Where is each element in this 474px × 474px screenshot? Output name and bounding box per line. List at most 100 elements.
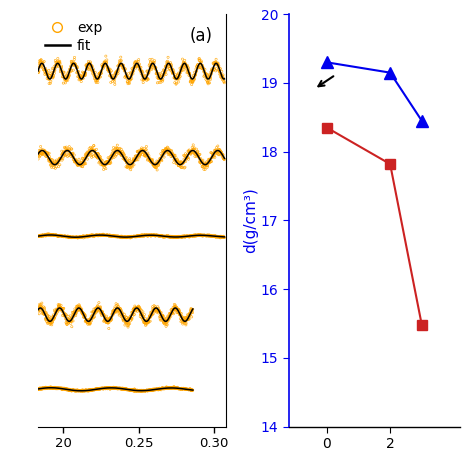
Point <box>185 148 192 155</box>
Point <box>184 153 192 161</box>
Point <box>123 234 131 242</box>
Point <box>138 232 146 239</box>
Point <box>191 150 199 157</box>
Point <box>103 58 110 65</box>
Point <box>101 158 109 165</box>
Point <box>142 151 149 158</box>
Point <box>159 384 166 392</box>
Point <box>93 306 100 313</box>
Point <box>38 148 46 156</box>
Point <box>55 300 63 308</box>
Point <box>163 149 170 156</box>
Point <box>89 386 97 393</box>
Point <box>150 307 158 314</box>
Point <box>182 386 189 393</box>
Point <box>46 316 54 323</box>
Point <box>62 313 70 321</box>
Point <box>125 157 133 165</box>
Point <box>128 310 135 318</box>
Point <box>141 316 149 323</box>
Point <box>141 152 149 160</box>
Point <box>57 64 64 72</box>
Point <box>73 310 80 317</box>
Point <box>110 310 118 318</box>
Point <box>100 161 108 169</box>
Point <box>66 386 74 393</box>
Point <box>82 319 89 327</box>
Point <box>174 310 182 318</box>
Point <box>114 384 122 392</box>
Point <box>148 312 155 320</box>
Point <box>97 69 104 77</box>
Point <box>40 231 47 239</box>
Point <box>148 62 156 69</box>
Point <box>181 232 189 240</box>
Point <box>124 161 131 168</box>
Point <box>208 151 216 158</box>
Point <box>80 387 87 394</box>
Point <box>110 309 118 316</box>
Point <box>109 309 116 316</box>
Point <box>172 303 179 311</box>
Point <box>186 385 194 393</box>
Point <box>200 63 207 70</box>
Point <box>95 384 103 392</box>
Point <box>162 69 169 76</box>
Point <box>65 145 73 153</box>
Point <box>73 387 81 394</box>
Point <box>111 385 118 392</box>
Point <box>53 384 61 392</box>
Point <box>56 157 64 164</box>
Point <box>88 320 95 328</box>
Point <box>77 163 84 171</box>
Point <box>104 157 111 165</box>
Point <box>135 387 143 394</box>
Point <box>174 384 182 392</box>
Point <box>153 162 160 169</box>
Point <box>52 231 60 238</box>
Point <box>73 233 80 241</box>
Point <box>60 232 67 240</box>
Point <box>155 386 163 393</box>
Point <box>133 233 140 240</box>
Point <box>48 384 56 392</box>
Point <box>151 386 158 393</box>
Point <box>103 313 110 321</box>
Point <box>91 386 99 393</box>
Point <box>74 72 82 79</box>
Point <box>37 305 45 312</box>
Point <box>186 150 194 158</box>
Point <box>99 306 107 314</box>
Point <box>178 164 185 171</box>
Point <box>79 233 86 240</box>
Point <box>62 385 69 392</box>
Point <box>172 156 180 164</box>
Point <box>126 386 134 394</box>
Point <box>64 385 72 393</box>
Point <box>45 317 52 325</box>
Point <box>178 313 185 321</box>
Point <box>69 154 76 161</box>
Point <box>64 315 71 323</box>
Point <box>48 162 56 170</box>
Point <box>137 387 145 395</box>
Point <box>44 315 51 322</box>
Point <box>69 387 77 394</box>
Point <box>157 74 165 82</box>
Point <box>213 233 221 240</box>
Point <box>43 231 50 239</box>
Point <box>137 144 145 152</box>
Point <box>176 385 184 392</box>
Point <box>202 78 210 85</box>
Point <box>114 305 122 313</box>
Point <box>175 168 183 175</box>
Point <box>129 386 137 393</box>
Point <box>138 76 146 83</box>
Point <box>101 231 109 239</box>
Point <box>155 232 163 239</box>
Point <box>172 384 179 392</box>
Point <box>133 301 140 309</box>
Point <box>39 60 46 67</box>
Point <box>161 148 169 155</box>
Point <box>132 306 139 313</box>
